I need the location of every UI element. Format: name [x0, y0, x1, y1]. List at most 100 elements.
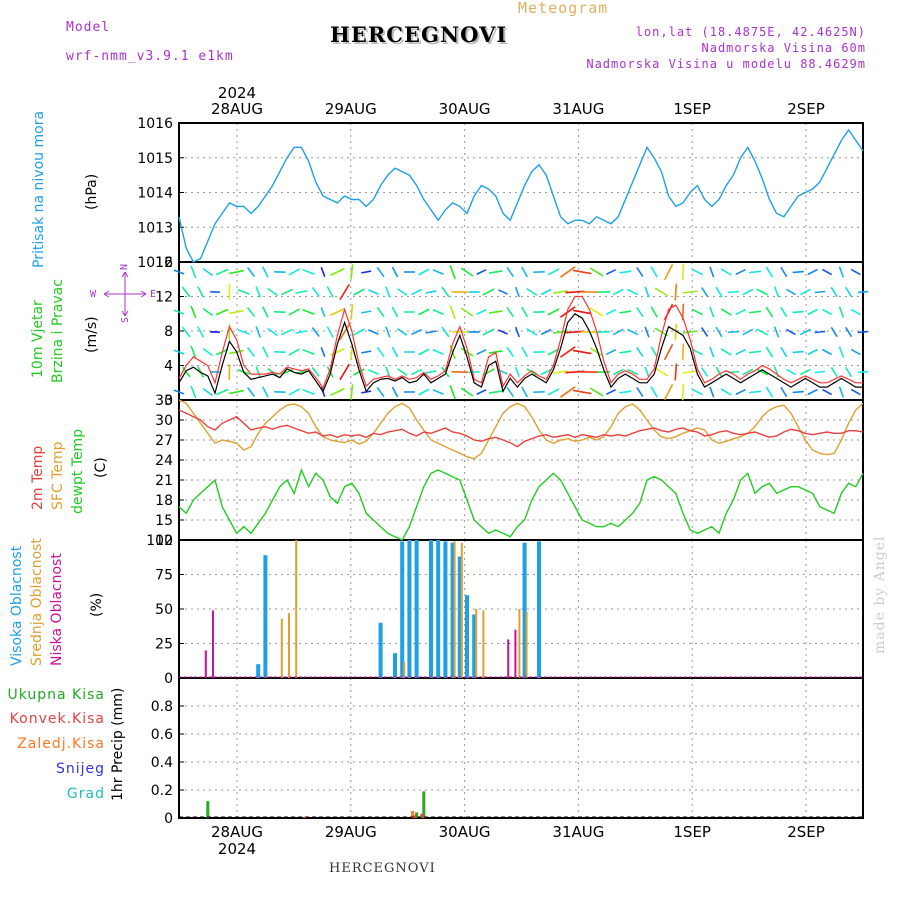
wind-barb: [540, 288, 552, 296]
cloud-bar-high: [378, 622, 383, 678]
wind-barb: [780, 266, 788, 278]
cloud-bar-high: [537, 541, 541, 678]
wind-barb: [229, 389, 244, 395]
x-date-label-top: 1SEP: [673, 100, 711, 118]
wind-barb: [288, 348, 300, 356]
wind-barb: [441, 286, 450, 298]
cloud-bar-high: [472, 614, 477, 678]
wind-barb: [572, 269, 592, 275]
wind-barb: [857, 290, 869, 294]
y-tick-label: 21: [155, 473, 173, 489]
y-tick-label: 24: [155, 453, 173, 469]
wind-barb: [765, 386, 774, 398]
y-tick-label: 1012: [137, 255, 173, 271]
model-altitude-label: Nadmorska Visina u modelu 88.4629m: [586, 57, 866, 71]
wind-barb: [845, 286, 853, 298]
cloud-bar-low: [204, 650, 207, 678]
wind-barb: [619, 310, 632, 314]
precip-bar-total: [422, 791, 426, 818]
wind-barb: [674, 363, 678, 381]
wind-barb: [727, 330, 740, 334]
wind-barb: [425, 330, 437, 334]
wind-barb: [514, 326, 520, 338]
wind-barb: [514, 366, 520, 378]
wind-barb: [547, 348, 560, 356]
y-tick-label: 0: [164, 811, 173, 827]
compass-icon: W E N S: [90, 264, 156, 323]
precip-bar-frozen: [411, 811, 415, 818]
wind-barb: [476, 349, 487, 355]
y-tick-label: 1015: [137, 151, 173, 167]
wind-barb: [441, 326, 450, 338]
wind-barb: [807, 388, 818, 396]
wind-barb: [255, 286, 261, 298]
wind-barb: [619, 270, 632, 274]
wind-barb: [792, 350, 804, 354]
y-tick-label: 33: [155, 393, 173, 409]
wind-barb: [540, 328, 552, 336]
wind-barb: [681, 343, 685, 361]
wind-barb: [489, 310, 503, 314]
wind-barb: [663, 383, 674, 401]
wind-barb: [654, 287, 669, 297]
wind-barb: [432, 268, 444, 276]
wind-barb: [605, 308, 617, 316]
cloud-bar-mid: [518, 609, 521, 678]
wind-barb: [302, 308, 315, 316]
wind-barb: [619, 350, 632, 354]
wind-barb: [857, 370, 869, 374]
wind-barb: [197, 326, 205, 338]
wind-barb: [237, 329, 250, 335]
wind-barb: [181, 366, 191, 378]
wind-barb: [681, 383, 685, 401]
wind-barb: [792, 270, 804, 274]
wind-barb: [663, 343, 674, 361]
wind-barb: [288, 388, 300, 396]
precip-snow-legend: Snijeg: [55, 761, 105, 777]
precip-hail-legend: Grad: [66, 786, 105, 802]
wind-barb: [735, 348, 746, 356]
wind-barb: [425, 370, 437, 374]
precip-conv-legend: Konvek.Kisa: [9, 711, 105, 727]
wind-barb: [288, 308, 300, 316]
wind-barb: [830, 366, 838, 378]
wind-barb: [720, 268, 732, 276]
y-tick-label: 1013: [137, 220, 173, 236]
cloud-bar-high: [414, 540, 419, 678]
wind-barb: [396, 288, 408, 296]
wind-barb: [553, 290, 569, 294]
wind-barb: [742, 368, 754, 376]
cloud-bar-mid: [288, 613, 290, 678]
wind-barb: [822, 308, 832, 316]
wind-barb: [418, 308, 430, 316]
wind-barb: [559, 386, 576, 398]
wind-barb: [460, 387, 474, 397]
wind-barb: [449, 384, 456, 400]
y-tick-label: 75: [155, 568, 173, 584]
wind-barb: [339, 323, 350, 341]
wind-barb: [691, 308, 704, 316]
precip-bar-conv: [420, 813, 424, 818]
wind-barb: [636, 386, 644, 398]
wind-barb: [748, 350, 762, 354]
y-tick-label: 0.2: [151, 783, 173, 799]
wind-barb: [267, 287, 278, 297]
wind-barb: [311, 367, 320, 377]
wind-barb: [376, 346, 385, 358]
y-tick-label: 8: [164, 324, 173, 340]
wind-barb: [326, 326, 334, 338]
cloud-bar-mid: [525, 611, 528, 678]
cloud-bar-mid: [475, 609, 478, 678]
wind-barb: [330, 348, 345, 356]
wind-barb: [432, 348, 444, 356]
wind-barb: [830, 286, 838, 298]
wind-barb: [765, 346, 774, 358]
wind-barb: [526, 368, 538, 376]
wind-barb: [215, 388, 229, 396]
wind-barb: [202, 267, 214, 277]
wind-barb: [589, 267, 604, 277]
wind-barb: [449, 304, 456, 320]
wind-barb: [385, 286, 391, 298]
wind-barb: [765, 266, 774, 278]
wind-barb: [715, 366, 723, 378]
